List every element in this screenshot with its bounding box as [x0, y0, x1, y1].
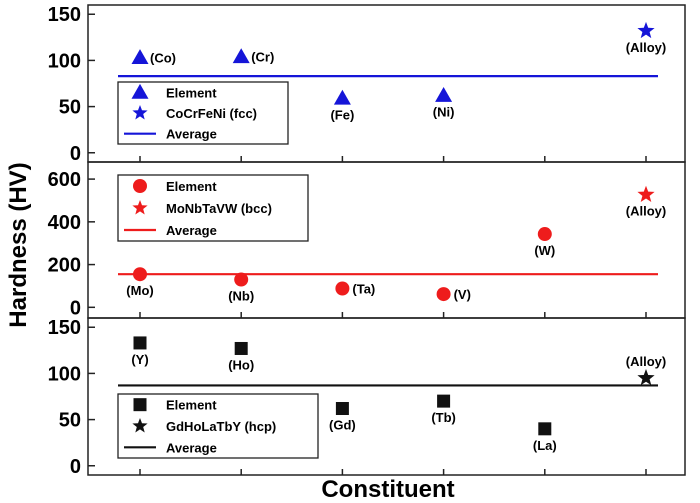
data-label: (Alloy): [626, 204, 666, 219]
data-point: [637, 369, 655, 386]
data-point: [333, 89, 351, 105]
y-tick-label: 100: [48, 50, 81, 72]
data-label: (Gd): [329, 418, 356, 433]
data-point: [538, 422, 552, 436]
y-tick-label: 50: [59, 97, 81, 119]
legend-marker-element: [133, 179, 147, 193]
y-tick-label: 150: [48, 4, 81, 26]
data-point: [133, 267, 147, 282]
legend-marker-alloy: [132, 105, 148, 120]
data-label: (Y): [131, 352, 148, 367]
y-tick-label: 150: [48, 317, 81, 339]
data-label: (Co): [150, 51, 176, 66]
data-label: (Alloy): [626, 354, 666, 369]
legend-marker-element: [133, 398, 147, 412]
data-label: (Ta): [352, 282, 375, 297]
data-label: (Ni): [433, 105, 455, 120]
data-point: [437, 394, 451, 408]
data-point: [436, 287, 451, 302]
data-label: (V): [454, 287, 471, 302]
data-label: (Mo): [126, 283, 153, 298]
legend-entry: GdHoLaTbY (hcp): [166, 419, 276, 434]
y-tick-label: 0: [70, 143, 81, 165]
panel-frame: [87, 317, 686, 476]
legend-marker-alloy: [132, 418, 148, 433]
data-label: (Alloy): [626, 40, 666, 55]
legend-entry: Average: [166, 127, 217, 142]
legend-entry: CoCrFeNi (fcc): [166, 106, 257, 121]
data-point: [335, 281, 350, 296]
data-point: [232, 48, 250, 64]
data-point: [131, 49, 149, 65]
legend: Element CoCrFeNi (fcc) Average: [117, 81, 289, 145]
data-label: (Cr): [251, 50, 274, 65]
legend: Element MoNbTaVW (bcc) Average: [117, 174, 309, 242]
y-tick-label: 0: [70, 297, 81, 319]
data-point: [234, 272, 249, 287]
data-label: (La): [533, 438, 557, 453]
legend-entry: Element: [166, 85, 217, 100]
data-point: [335, 402, 349, 416]
legend: Element GdHoLaTbY (hcp) Average: [117, 393, 319, 459]
panel-1: 0 50 100 150 (Co) (Cr) (Fe) (Ni) (Alloy) Element C…: [48, 4, 686, 165]
data-point: [435, 87, 453, 102]
legend-entry: Element: [166, 398, 217, 413]
y-tick-label: 200: [48, 255, 81, 277]
data-label: (Tb): [431, 410, 456, 425]
y-tick-label: 400: [48, 212, 81, 234]
legend-marker-alloy: [132, 200, 148, 215]
data-label: (Ho): [228, 357, 254, 372]
legend-marker-element: [131, 83, 149, 99]
panel-2: 0 200 400 600 (Mo) (Nb) (Ta) (V) (W) (Alloy) Eleme…: [48, 161, 686, 319]
data-point: [234, 341, 248, 355]
data-point: [637, 21, 655, 39]
data-point: [133, 336, 147, 350]
x-axis-label: Constituent: [321, 476, 454, 503]
legend-entry: Average: [166, 223, 217, 238]
data-label: (Fe): [330, 107, 354, 122]
y-tick-label: 50: [59, 410, 81, 432]
legend-entry: Average: [166, 440, 217, 455]
data-label: (W): [534, 243, 555, 258]
panel-3: 0 50 100 150 (Y) (Ho) (Gd) (Tb) (La) (Alloy) Eleme…: [48, 317, 686, 478]
y-tick-label: 600: [48, 169, 81, 191]
data-point: [637, 185, 655, 202]
data-point: [537, 227, 552, 242]
data-label: (Nb): [228, 289, 254, 304]
legend-entry: MoNbTaVW (bcc): [166, 201, 272, 216]
y-axis-label: Hardness (HV): [5, 162, 32, 327]
legend-entry: Element: [166, 179, 217, 194]
y-tick-label: 100: [48, 363, 81, 385]
y-tick-label: 0: [70, 456, 81, 478]
